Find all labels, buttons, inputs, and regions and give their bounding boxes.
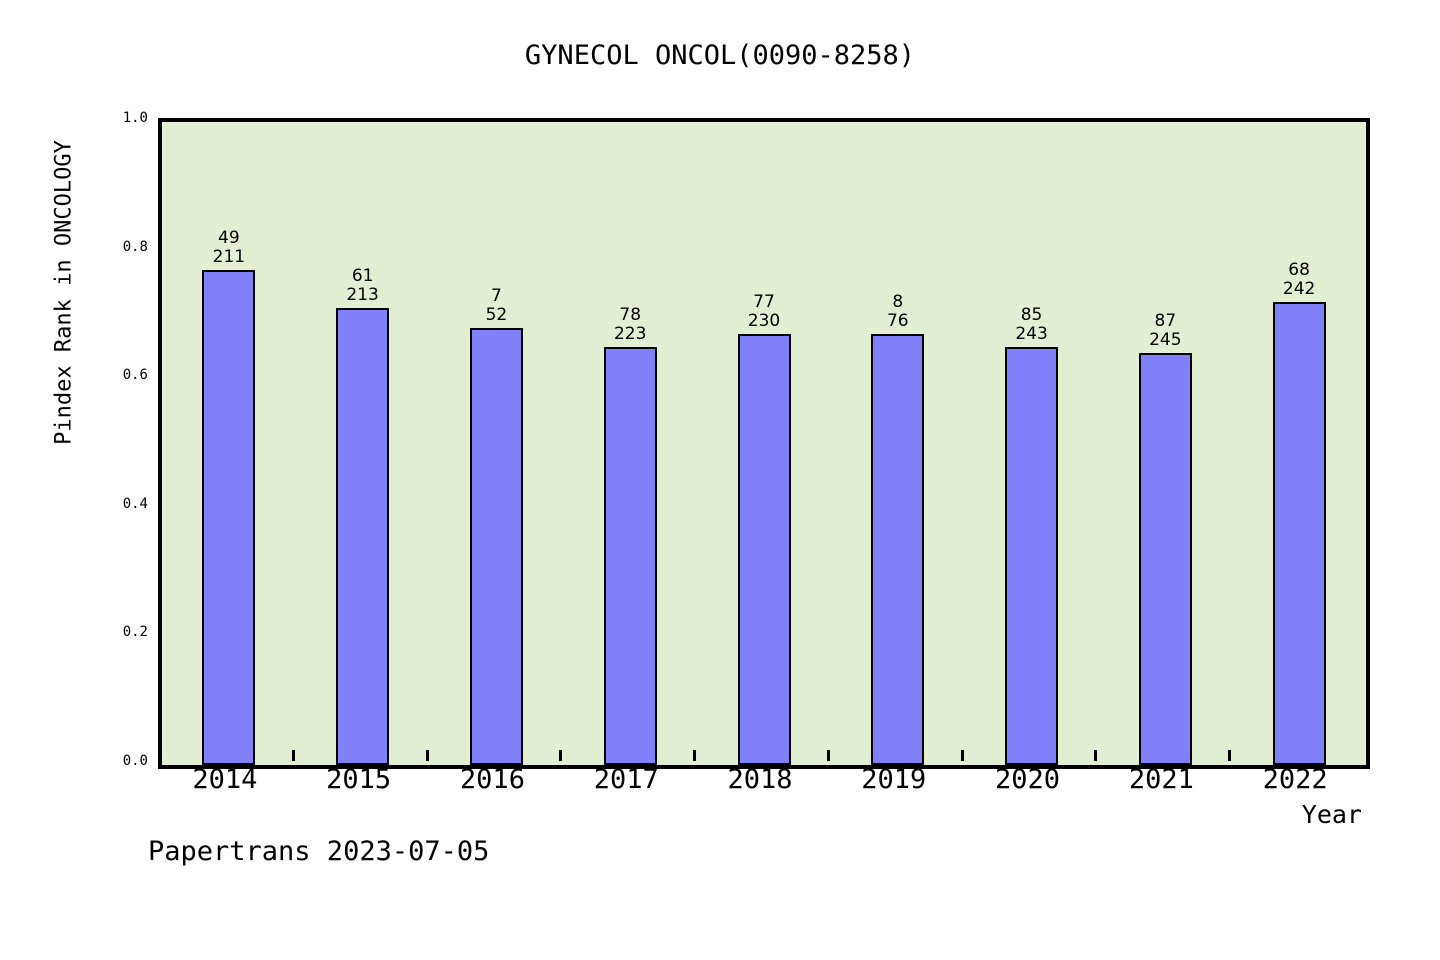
- bar-label-bottom-2020: 243: [1015, 324, 1048, 345]
- bar-label-top-2016: 7: [491, 285, 502, 306]
- bar-value-label-2017: 78 223: [570, 306, 690, 344]
- bar-label-top-2017: 78: [619, 305, 642, 326]
- bar-label-bottom-2016: 52: [485, 304, 508, 325]
- chart-title: GYNECOL ONCOL(0090-8258): [524, 40, 916, 71]
- bar-value-label-2018: 77 230: [704, 293, 824, 331]
- x-tick-mark-7: [1228, 750, 1232, 761]
- bar-2021: [1138, 353, 1192, 765]
- x-tick-label-2017: 2017: [593, 764, 659, 795]
- bar-label-top-2019: 8: [892, 292, 904, 313]
- bar-label-top-2015: 61: [351, 266, 374, 287]
- y-tick-label-0.4: 0.4: [122, 495, 148, 512]
- bar-2019: [871, 334, 925, 765]
- bar-label-bottom-2021: 245: [1149, 330, 1182, 351]
- x-tick-mark-3: [693, 750, 697, 761]
- bar-2022: [1272, 302, 1326, 765]
- bar-value-label-2020: 85 243: [972, 306, 1092, 344]
- x-tick-label-2016: 2016: [459, 764, 525, 795]
- y-tick-label-1.0: 1.0: [122, 110, 148, 126]
- bar-value-label-2022: 68 242: [1239, 261, 1359, 299]
- y-tick-label-0.8: 0.8: [122, 238, 148, 255]
- x-axis-title: Year: [1301, 800, 1362, 829]
- bar-value-label-2014: 49 211: [169, 227, 289, 267]
- plot-inner: 49 211 61 213 7 52 78 223 77 230 8 76 85 243 87 245 68 24…: [162, 122, 1366, 765]
- footer-note: Papertrans 2023-07-05: [148, 836, 490, 867]
- bar-label-bottom-2017: 223: [613, 324, 647, 345]
- bar-2018: [737, 334, 791, 765]
- y-tick-label-0.0: 0.0: [122, 753, 148, 769]
- bar-label-top-2022: 68: [1288, 260, 1310, 281]
- plot-area: 49 211 61 213 7 52 78 223 77 230 8 76 85 243 87 245 68 24…: [158, 118, 1370, 769]
- x-tick-label-2019: 2019: [861, 764, 927, 795]
- x-tick-mark-2: [559, 750, 563, 761]
- y-axis-tick-labels: 0.0 0.2 0.4 0.6 0.8 1.0: [90, 110, 148, 769]
- x-tick-label-2015: 2015: [326, 764, 392, 795]
- bar-label-bottom-2019: 76: [886, 311, 909, 332]
- bar-value-label-2015: 61 213: [303, 267, 423, 305]
- bar-label-top-2018: 77: [753, 292, 775, 313]
- x-axis-tick-labels: 2014 2015 2016 2017 2018 2019 2020 2021 2022: [158, 764, 1362, 800]
- x-tick-label-2018: 2018: [727, 764, 793, 795]
- bar-2014: [202, 269, 256, 765]
- bar-2020: [1005, 347, 1059, 765]
- x-tick-label-2014: 2014: [192, 764, 258, 795]
- x-tick-mark-4: [826, 750, 830, 761]
- bar-value-label-2016: 7 52: [436, 285, 556, 325]
- bar-label-bottom-2018: 230: [747, 311, 781, 332]
- bar-label-bottom-2014: 211: [212, 246, 246, 267]
- bar-label-top-2021: 87: [1154, 311, 1177, 332]
- bar-label-top-2020: 85: [1020, 305, 1043, 326]
- bar-label-bottom-2015: 213: [346, 285, 379, 306]
- x-axis-tick-marks: [158, 750, 1362, 762]
- y-tick-label-0.6: 0.6: [122, 367, 148, 384]
- y-axis-title: Pindex Rank in ONCOLOGY: [51, 140, 77, 445]
- x-tick-mark-5: [960, 750, 964, 761]
- x-tick-label-2020: 2020: [995, 764, 1061, 795]
- bar-label-bottom-2022: 242: [1282, 279, 1316, 300]
- bar-value-label-2021: 87 245: [1105, 312, 1225, 350]
- bar-2016: [469, 327, 523, 765]
- bar-2017: [603, 347, 657, 765]
- bar-value-label-2019: 8 76: [838, 293, 958, 331]
- x-tick-label-2021: 2021: [1128, 764, 1194, 795]
- x-tick-mark-1: [425, 750, 429, 761]
- x-tick-mark-6: [1094, 750, 1098, 761]
- x-tick-mark-0: [291, 750, 295, 761]
- x-tick-label-2022: 2022: [1262, 764, 1328, 795]
- bar-label-top-2014: 49: [218, 227, 240, 248]
- bar-2015: [336, 308, 390, 765]
- y-tick-label-0.2: 0.2: [122, 624, 148, 641]
